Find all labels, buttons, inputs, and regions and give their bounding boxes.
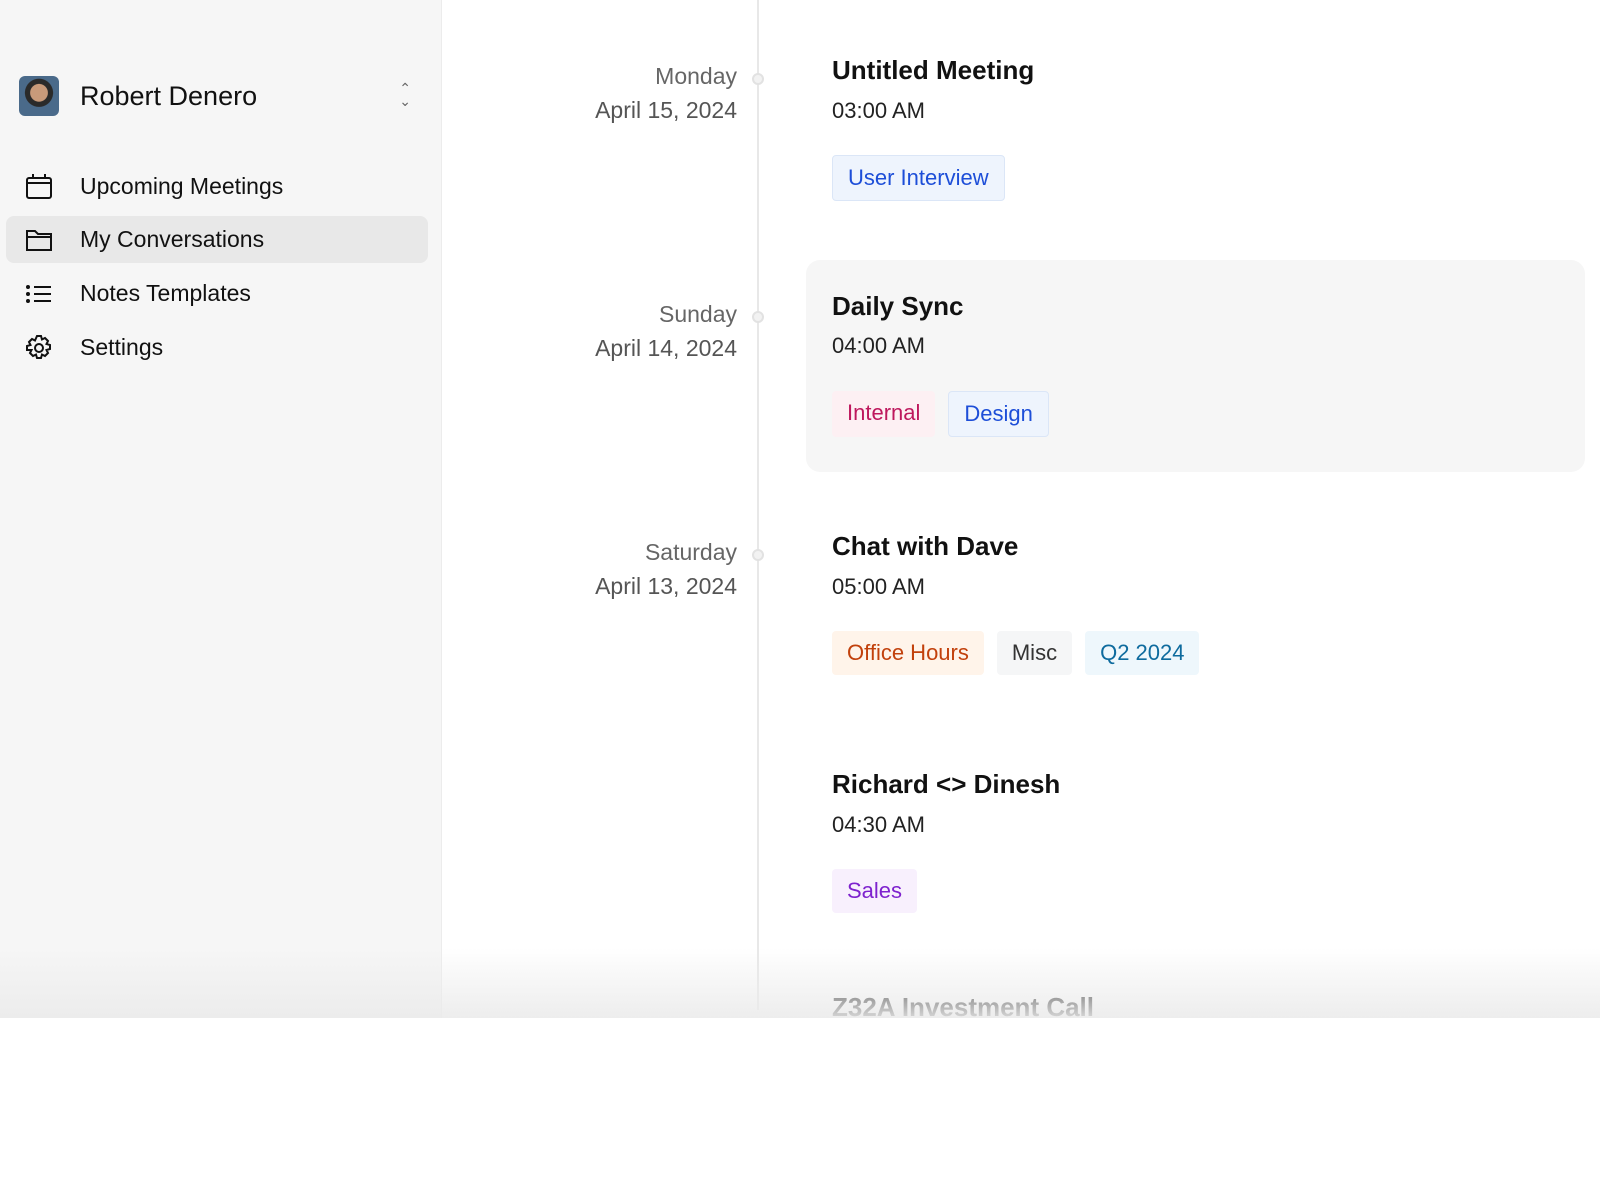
meeting-time: 04:30 AM xyxy=(832,812,925,837)
sidebar-item-label: Upcoming Meetings xyxy=(80,173,284,199)
sidebar: Robert Denero ⌃ ⌄ Upcoming Meetings My Co… xyxy=(0,0,442,1018)
gear-icon xyxy=(26,334,51,359)
meeting-time: 04:00 AM xyxy=(832,333,925,358)
chevron-up-down-icon[interactable]: ⌃ ⌄ xyxy=(399,80,411,109)
meeting-title: Daily Sync xyxy=(832,291,964,321)
avatar xyxy=(19,76,59,116)
timeline-dot xyxy=(752,73,764,85)
meeting-card[interactable]: Daily Sync 04:00 AM Internal Design xyxy=(806,260,1585,472)
timeline-dot xyxy=(752,549,764,561)
account-switcher[interactable]: Robert Denero ⌃ ⌄ xyxy=(19,76,431,116)
meeting-time: 03:00 AM xyxy=(832,98,925,123)
sidebar-item-notes-templates[interactable]: Notes Templates xyxy=(6,270,428,317)
list-icon xyxy=(26,284,51,303)
timeline-line xyxy=(757,0,759,1010)
tag[interactable]: Office Hours xyxy=(832,631,984,675)
date-label: Saturday April 13, 2024 xyxy=(595,539,737,599)
meeting-card[interactable]: Chat with Dave 05:00 AM Office Hours Misc… xyxy=(806,517,1585,729)
tag[interactable]: Internal xyxy=(832,391,936,437)
meeting-card[interactable]: Richard <> Dinesh 04:30 AM Sales xyxy=(806,755,1585,967)
sidebar-item-settings[interactable]: Settings xyxy=(6,324,428,371)
sidebar-item-label: My Conversations xyxy=(80,226,265,252)
tag[interactable]: Design xyxy=(948,391,1049,437)
tag[interactable]: Misc xyxy=(996,631,1073,675)
tag[interactable]: Sales xyxy=(832,869,918,913)
bottom-fade xyxy=(0,948,1600,1018)
meeting-time: 05:00 AM xyxy=(832,574,925,599)
date-label: Sunday April 14, 2024 xyxy=(595,301,737,361)
folder-icon xyxy=(26,229,52,251)
date-label: Monday April 15, 2024 xyxy=(595,63,737,123)
meeting-card[interactable]: Untitled Meeting 03:00 AM User Interview xyxy=(806,41,1585,253)
tag[interactable]: Q2 2024 xyxy=(1085,631,1200,675)
meeting-title: Untitled Meeting xyxy=(832,55,1035,85)
meeting-title: Chat with Dave xyxy=(832,531,1019,561)
user-name: Robert Denero xyxy=(80,80,258,111)
sidebar-item-label: Settings xyxy=(80,334,164,360)
tag[interactable]: User Interview xyxy=(832,155,1005,201)
sidebar-item-upcoming-meetings[interactable]: Upcoming Meetings xyxy=(6,163,428,210)
timeline-dot xyxy=(752,311,764,323)
sidebar-item-my-conversations[interactable]: My Conversations xyxy=(6,216,428,263)
meeting-title: Richard <> Dinesh xyxy=(832,769,1061,799)
sidebar-item-label: Notes Templates xyxy=(80,280,251,306)
calendar-icon xyxy=(26,173,52,199)
